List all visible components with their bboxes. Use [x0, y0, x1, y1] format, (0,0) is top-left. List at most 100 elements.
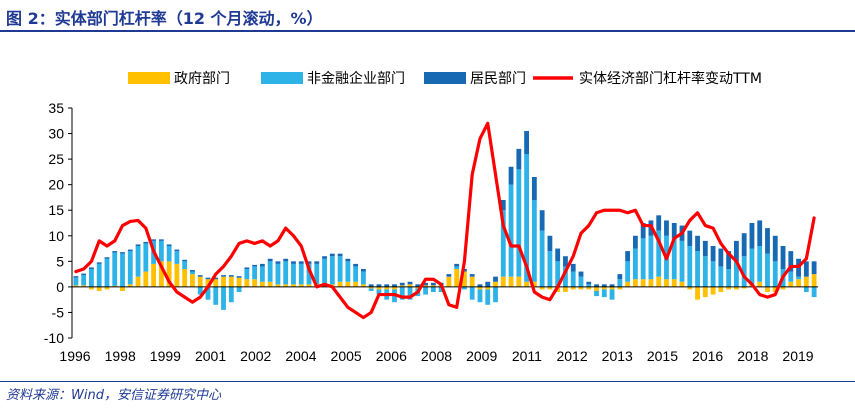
line-series-group	[74, 121, 816, 320]
bar-segment	[127, 251, 133, 285]
bar-segment	[368, 286, 374, 289]
bar-segment	[640, 223, 646, 239]
x-tick-label: 2018	[737, 348, 768, 364]
bar-segment	[104, 257, 110, 259]
bar-segment	[679, 281, 685, 287]
bar-segment	[733, 286, 739, 290]
bar-segment	[811, 286, 817, 298]
bar-segment	[399, 286, 405, 300]
bar-segment	[81, 273, 87, 276]
bar-segment	[446, 274, 452, 277]
bar-segment	[772, 286, 778, 292]
bar-segment	[578, 271, 584, 277]
bar-segment	[586, 284, 592, 287]
bar-segment	[617, 286, 623, 290]
bar-segment	[190, 271, 195, 275]
bar-segment	[267, 281, 273, 287]
bar-segment	[664, 279, 669, 287]
bar-segment	[430, 285, 436, 287]
bar-segment	[617, 279, 623, 287]
bar-segment	[135, 246, 141, 277]
bar-segment	[259, 263, 265, 267]
bar-segment	[524, 281, 530, 287]
chart-legend: 政府部门 非金融企业部门 居民部门 实体经济部门杠杆率变动TTM	[128, 70, 762, 87]
bar-segment	[89, 269, 94, 287]
bar-segment	[687, 230, 693, 246]
bar-segment	[151, 239, 157, 241]
bar-segment	[399, 285, 405, 287]
bar-segment	[469, 276, 475, 287]
bar-segment	[469, 274, 475, 277]
bar-segment	[275, 261, 281, 264]
y-tick-label: 25	[48, 151, 64, 167]
bar-segment	[166, 246, 172, 262]
bar-segment	[454, 266, 460, 269]
bar-segment	[780, 246, 786, 269]
bar-segment	[228, 276, 234, 287]
bar-segment	[81, 285, 87, 287]
bar-segment	[73, 277, 79, 286]
bar-segment	[407, 284, 413, 287]
bar-segment	[555, 261, 561, 287]
bar-segment	[158, 261, 164, 287]
bar-segment	[368, 284, 374, 287]
bar-segment	[415, 284, 421, 287]
bar-segment	[811, 261, 817, 275]
bar-segment	[508, 184, 514, 277]
bar-segment	[710, 286, 716, 295]
bar-segment	[524, 131, 530, 154]
bar-segment	[205, 277, 211, 280]
bar-segment	[158, 239, 164, 241]
figure-title: 图 2：实体部门杠杆率（12 个月滚动，%）	[6, 9, 323, 28]
bar-segment	[423, 286, 428, 295]
source-rule	[0, 381, 855, 382]
title-rule	[0, 30, 855, 32]
bar-segment	[772, 261, 778, 287]
bar-segment	[283, 261, 289, 285]
bar-segment	[695, 286, 700, 300]
bar-segment	[625, 251, 631, 262]
bar-segment	[765, 228, 770, 254]
bar-segment	[462, 286, 467, 290]
bar-segment	[671, 238, 677, 280]
bar-segment	[89, 267, 94, 269]
bar-segment	[438, 286, 444, 292]
bar-segment	[671, 279, 677, 287]
bar-segment	[135, 244, 141, 246]
bar-segment	[182, 261, 188, 269]
bar-segment	[298, 284, 304, 287]
bar-segment	[197, 286, 203, 295]
bar-segment	[329, 256, 335, 285]
bar-segment	[640, 238, 646, 280]
bar-segment	[306, 261, 312, 264]
y-tick-label: -5	[52, 304, 65, 320]
bar-segment	[259, 281, 265, 287]
legend-label: 居民部门	[470, 71, 526, 87]
bar-segment	[493, 281, 498, 287]
bar-segment	[656, 215, 662, 231]
bar-segment	[345, 261, 351, 282]
bar-segment	[337, 253, 343, 257]
bar-segment	[586, 286, 592, 290]
bar-segment	[314, 261, 320, 264]
y-tick-label: 5	[56, 253, 64, 269]
bar-segment	[221, 276, 226, 287]
bar-segment	[143, 243, 149, 272]
x-tick-label: 2002	[240, 348, 271, 364]
bar-segment	[531, 281, 537, 287]
bar-segment	[127, 249, 133, 252]
bar-segment	[710, 261, 716, 287]
bar-segment	[213, 286, 219, 305]
bar-segment	[368, 288, 374, 291]
bar-segment	[617, 274, 623, 280]
bar-segment	[73, 285, 79, 287]
bar-segment	[485, 281, 491, 287]
bar-segment	[500, 210, 506, 277]
bar-segment	[625, 281, 631, 287]
bar-segment	[772, 235, 778, 262]
bar-segment	[493, 286, 498, 303]
bar-segment	[96, 262, 102, 264]
bar-segment	[291, 261, 296, 264]
bar-segment	[788, 271, 794, 282]
